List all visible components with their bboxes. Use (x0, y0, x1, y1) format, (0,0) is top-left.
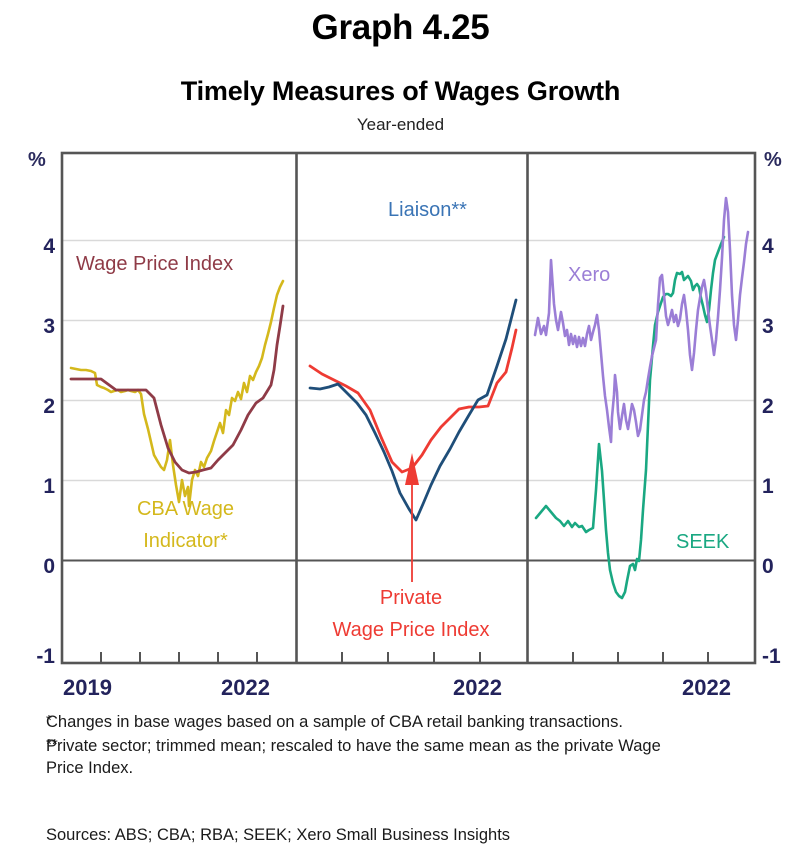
panel-3-series (533, 196, 750, 600)
x-tick-2019-panel1: 2019 (63, 675, 112, 700)
line-private-wage-price-index (308, 328, 518, 474)
y-tick-left-neg1: -1 (36, 645, 55, 668)
chart-title: Timely Measures of Wages Growth (180, 76, 621, 106)
y-tick-right-0: 0 (762, 555, 774, 578)
y-tick-right-neg1: -1 (762, 645, 781, 668)
footnotes: * Changes in base wages based on a sampl… (0, 712, 801, 782)
series-label-private-wpi-line2: Wage Price Index (332, 619, 490, 641)
y-tick-left-4: 4 (43, 235, 55, 258)
axes-frame (60, 151, 757, 665)
footnote-mark-2: ** (46, 735, 58, 753)
y-tick-right-4: 4 (762, 235, 774, 258)
line-cba-wage-indicator (69, 279, 285, 508)
private-wpi-annotation-arrow (405, 453, 419, 582)
y-tick-right-1: 1 (762, 475, 774, 498)
series-label-wage-price-index: Wage Price Index (76, 253, 234, 275)
footnote-row-2: ** Private sector; trimmed mean; rescale… (0, 736, 801, 780)
panel-2-series (308, 298, 518, 582)
y-axis-unit-right: % (764, 149, 782, 171)
y-tick-left-0: 0 (43, 555, 55, 578)
x-tick-2022-panel2: 2022 (453, 675, 502, 700)
line-xero (533, 196, 750, 444)
series-label-cba-wage-indicator-line2: Indicator* (143, 530, 228, 552)
chart-plot-svg (60, 151, 757, 665)
panel-1-series (69, 279, 285, 508)
footnote-row-1: * Changes in base wages based on a sampl… (0, 712, 801, 734)
y-tick-left-1: 1 (43, 475, 55, 498)
series-label-private-wpi-line1: Private (379, 587, 443, 609)
sources-line: Sources: ABS; CBA; RBA; SEEK; Xero Small… (46, 826, 511, 844)
y-tick-right-2: 2 (762, 395, 774, 418)
chart-subtitle: Year-ended (356, 115, 445, 134)
x-tick-marks (100, 652, 709, 663)
line-liaison (308, 298, 518, 522)
footnote-text-1: Changes in base wages based on a sample … (46, 713, 623, 731)
footnote-text-2: Private sector; trimmed mean; rescaled t… (46, 736, 661, 777)
series-label-liaison: Liaison** (388, 199, 467, 221)
footnote-mark-1: * (46, 712, 52, 729)
y-axis-unit-left: % (28, 149, 46, 171)
y-tick-right-3: 3 (762, 315, 774, 338)
line-wage-price-index (69, 304, 285, 475)
line-seek (534, 235, 726, 600)
series-label-cba-wage-indicator-line1: CBA Wage (136, 498, 235, 520)
series-label-seek: SEEK (676, 531, 730, 553)
series-label-xero: Xero (568, 264, 611, 286)
x-tick-2022-panel1: 2022 (221, 675, 270, 700)
graph-number: Graph 4.25 (311, 8, 490, 47)
y-tick-left-2: 2 (43, 395, 55, 418)
y-tick-left-3: 3 (43, 315, 55, 338)
x-tick-2022-panel3: 2022 (682, 675, 731, 700)
